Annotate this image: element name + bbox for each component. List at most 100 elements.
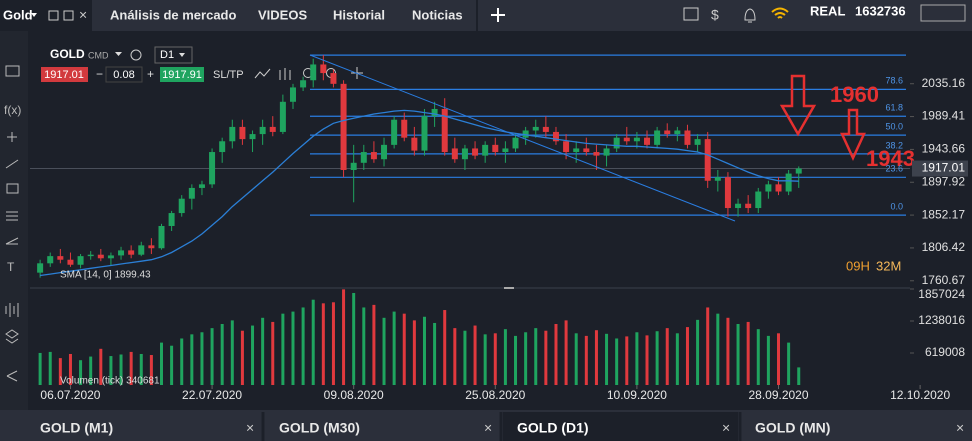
y-tick-label: 2035.16 [922, 76, 966, 90]
volume-bar [443, 310, 447, 385]
candle-body [461, 148, 468, 160]
candle-body [664, 130, 671, 135]
close-tab[interactable]: × [484, 420, 492, 436]
chart-type-icon[interactable] [254, 68, 271, 79]
candle-body [269, 126, 276, 132]
close-tab[interactable]: × [956, 420, 964, 436]
order-symbol: GOLD [50, 47, 85, 61]
volume-bar [412, 320, 416, 385]
candle-body [735, 203, 742, 209]
chart-tab[interactable]: GOLD (M1) [40, 420, 113, 436]
volume-bar [726, 317, 730, 385]
tool-icon[interactable] [5, 159, 19, 169]
x-tick-label: 06.07.2020 [40, 388, 100, 402]
sell-price[interactable]: 1917.01 [44, 69, 84, 81]
tool-icon[interactable]: T [7, 260, 15, 274]
candle-body [239, 126, 246, 140]
detach-icon[interactable] [48, 10, 59, 21]
y-tick-label: 1943.66 [922, 142, 966, 156]
tool-icon[interactable] [6, 183, 19, 194]
timeframe-box[interactable] [154, 46, 193, 64]
tab[interactable]: VIDEOS [258, 7, 307, 22]
tab[interactable]: Historial [333, 7, 385, 22]
volume-bar [230, 320, 234, 385]
money-icon[interactable]: $ [711, 7, 719, 23]
sell-button[interactable] [41, 67, 88, 82]
dropdown-icon[interactable] [115, 52, 122, 56]
volume-bar [190, 334, 194, 385]
volume-tick-label: 1238016 [918, 313, 965, 327]
tool-icon[interactable] [6, 370, 18, 382]
chart-tab[interactable]: GOLD (M30) [279, 420, 360, 436]
tool-icon[interactable] [5, 329, 19, 344]
fib-label: 0.0 [890, 201, 903, 211]
candle-body [168, 213, 175, 226]
volume-bar [665, 328, 669, 385]
tool-icon[interactable] [6, 211, 18, 221]
candle-body [219, 141, 226, 153]
maximize-icon[interactable] [63, 10, 74, 21]
candle-body [441, 108, 448, 153]
volume-tick-label: 619008 [925, 345, 965, 359]
tool-icon[interactable] [5, 237, 19, 245]
candle-body [603, 148, 610, 156]
volume-tick-label: 1857024 [918, 287, 965, 301]
chart-tab[interactable]: GOLD (MN) [755, 420, 830, 436]
volume-bar [281, 313, 285, 385]
candle-body [472, 148, 479, 156]
minus-button[interactable]: − [96, 67, 103, 81]
chart-tab[interactable]: GOLD (D1) [517, 420, 589, 436]
plus-button[interactable]: + [147, 67, 154, 81]
volume-bar [392, 311, 396, 385]
close-tab[interactable]: × [722, 420, 730, 436]
volume-bar [554, 323, 558, 385]
add-tab[interactable] [491, 8, 505, 22]
candle-body [765, 184, 772, 192]
tool-icon[interactable]: f(x) [4, 103, 21, 117]
buy-price[interactable]: 1917.91 [162, 69, 202, 81]
volume-bar [271, 321, 275, 385]
volume[interactable]: 0.08 [113, 69, 134, 81]
volume-bar [382, 317, 386, 385]
volume-bar [635, 332, 639, 385]
buy-button[interactable] [160, 67, 204, 82]
y-tick-label: 1897.92 [922, 174, 966, 188]
volume-bar [342, 289, 346, 385]
y-tick-label: 1852.17 [922, 207, 966, 221]
candle-body [573, 148, 580, 153]
account-box[interactable] [920, 4, 966, 22]
candle-body [724, 177, 731, 209]
tab[interactable]: Noticias [412, 7, 463, 22]
window-icon[interactable] [683, 7, 699, 21]
order-kind: CMD [88, 50, 109, 60]
candle-body [148, 245, 155, 249]
candle-body [47, 256, 54, 264]
candle-body [310, 64, 317, 81]
close-icon[interactable]: × [79, 7, 87, 23]
symbol-selector[interactable]: Gold [3, 7, 33, 22]
volume-bar [48, 351, 52, 385]
candle-body [623, 137, 630, 142]
candle-body [552, 131, 559, 142]
candle-body [198, 184, 205, 188]
tool-icon[interactable] [5, 65, 20, 77]
x-tick-label: 12.10.2020 [890, 388, 950, 402]
tool-icon[interactable] [5, 303, 19, 317]
volume-bar [584, 335, 588, 385]
tab[interactable]: Análisis de mercado [110, 7, 236, 22]
bell-icon[interactable] [744, 8, 756, 23]
timeframe[interactable]: D1 [160, 49, 174, 61]
volume-input[interactable] [105, 66, 143, 83]
candle-body [563, 141, 570, 153]
close-tab[interactable]: × [246, 420, 254, 436]
volume-bar [261, 317, 265, 385]
sltp[interactable]: SL/TP [213, 69, 244, 81]
candles-icon[interactable] [279, 68, 291, 80]
candle-body [391, 119, 398, 145]
info-icon[interactable] [130, 49, 142, 61]
volume-bar [99, 348, 103, 385]
tool-icon[interactable] [7, 132, 17, 142]
volume-bar [787, 342, 791, 385]
volume-bar [119, 354, 123, 385]
